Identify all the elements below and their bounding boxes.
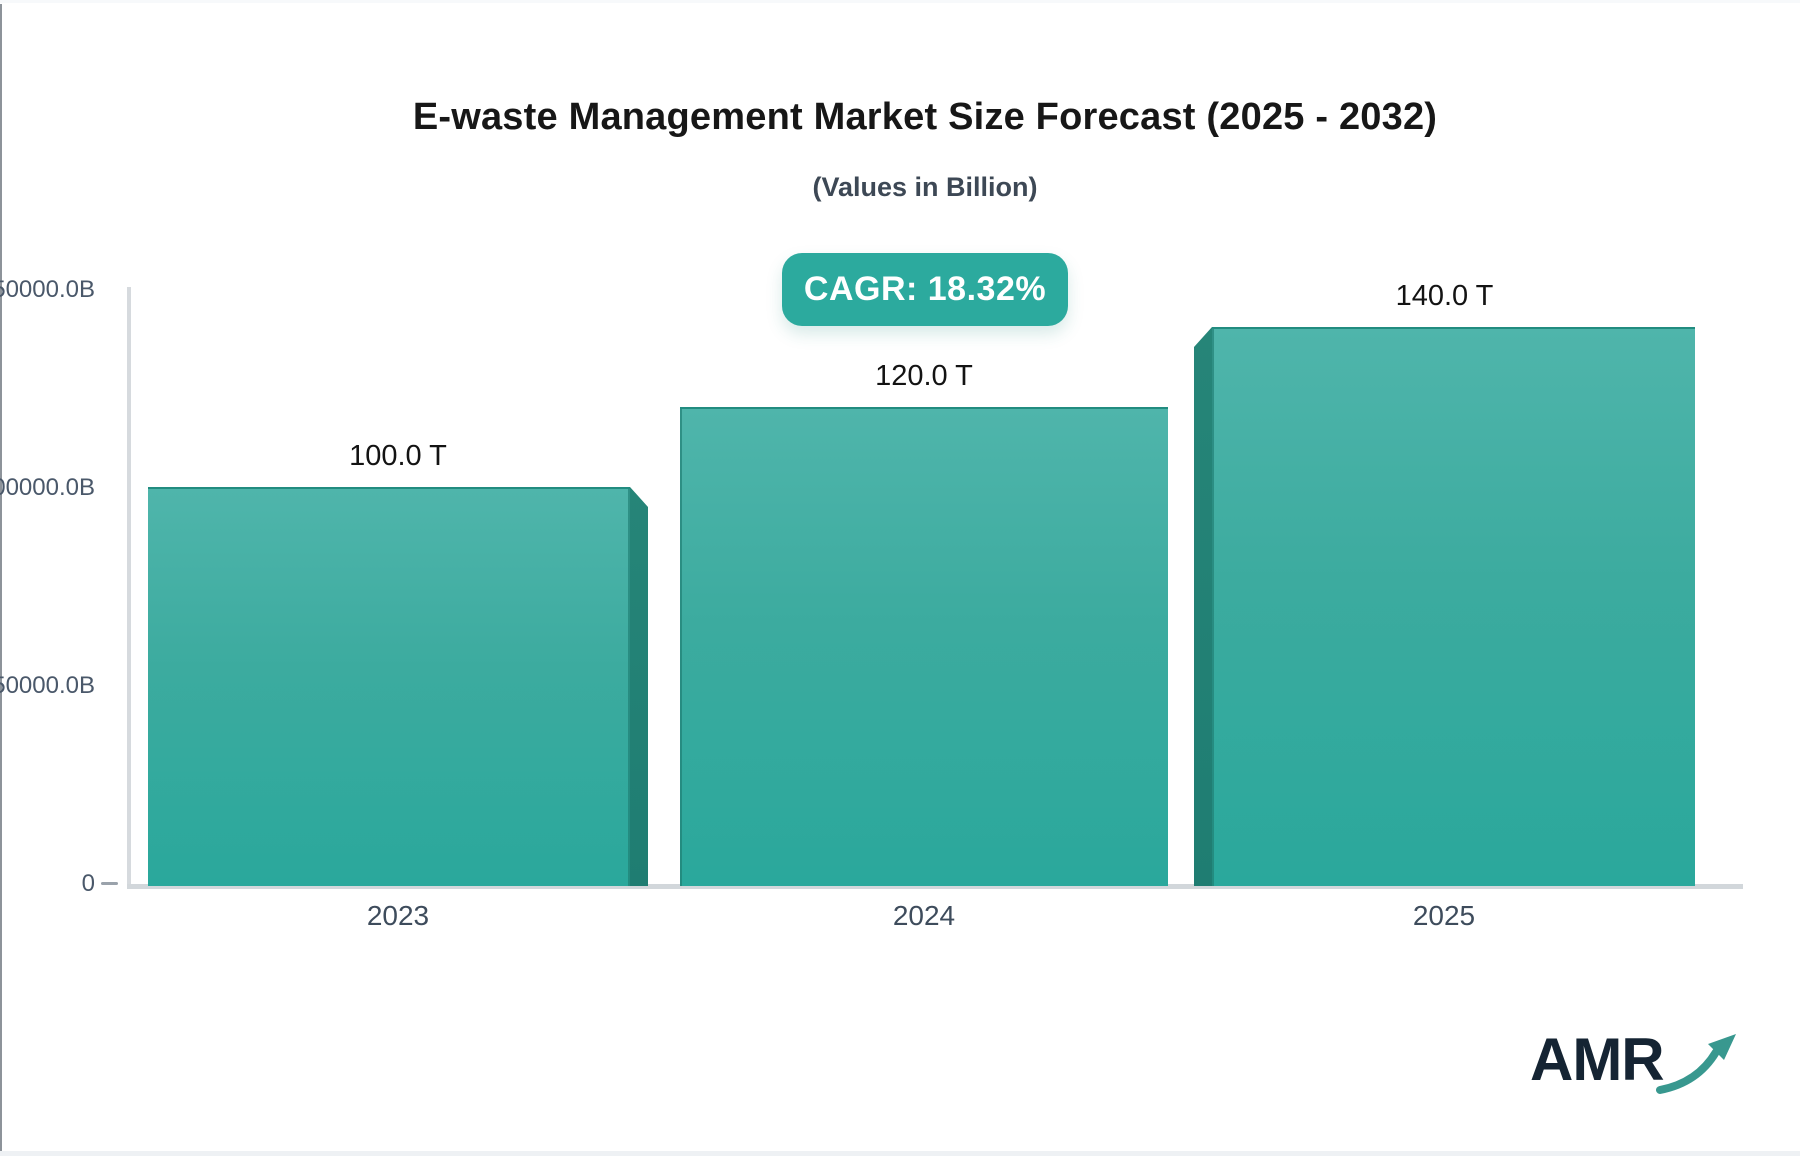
bar-2025-3d-side xyxy=(1194,327,1212,886)
cagr-badge: CAGR: 18.32% xyxy=(782,253,1068,326)
bar-2024: 120.0 T xyxy=(680,360,1168,886)
bar-value-label: 100.0 T xyxy=(349,440,447,472)
amr-logo-text: AMR xyxy=(1530,1026,1665,1093)
bar-value-label: 140.0 T xyxy=(1395,280,1494,312)
x-tick-label-2025: 2025 xyxy=(1412,900,1476,931)
x-tick-label-2024: 2024 xyxy=(892,900,956,931)
y-tick-label: 50000.0B xyxy=(0,672,95,699)
bar-value-label: 120.0 T xyxy=(875,360,973,392)
y-tick-label: 0 xyxy=(81,870,95,897)
y-tick-label: 150000.0B xyxy=(0,276,95,303)
page-top-edge xyxy=(0,0,1800,3)
y-axis-line xyxy=(127,287,131,885)
amr-logo: AMR xyxy=(1530,1030,1740,1096)
bar-2023: 100.0 T xyxy=(148,440,648,886)
bar-2024-face xyxy=(680,407,1168,886)
page-left-edge xyxy=(0,4,2,1156)
page-bottom-edge xyxy=(0,1151,1800,1156)
y-tick-label: 100000.0B xyxy=(0,474,95,501)
bar-2025: 140.0 T xyxy=(1194,280,1695,886)
x-axis-line xyxy=(127,884,1743,889)
bar-2025-face xyxy=(1212,327,1695,886)
bar-2023-3d-side xyxy=(630,487,648,886)
bar-2023-face xyxy=(148,487,630,886)
y-axis-zero-tick xyxy=(101,882,118,885)
chart-title: E-waste Management Market Size Forecast … xyxy=(412,96,1438,138)
x-tick-label-2023: 2023 xyxy=(366,900,430,931)
growth-arrow-icon xyxy=(1655,1034,1736,1094)
chart-subtitle: (Values in Billion) xyxy=(812,172,1038,202)
